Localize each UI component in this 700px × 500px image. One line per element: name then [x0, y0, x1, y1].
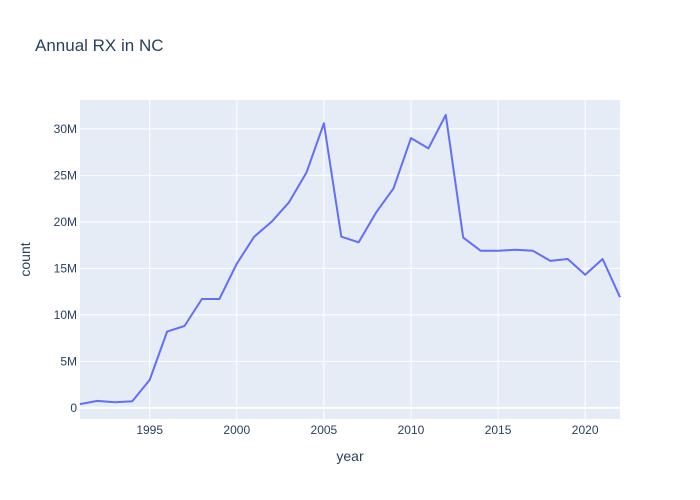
x-tick-label: 1995	[136, 423, 163, 437]
y-tick-labels: 0 5M 10M 15M 20M 25M 30M	[54, 122, 78, 415]
x-axis-title: year	[336, 448, 364, 464]
y-axis-title: count	[17, 242, 33, 276]
x-gridlines	[149, 100, 586, 419]
y-tick-label: 20M	[54, 215, 77, 229]
y-tick-label: 0	[70, 401, 77, 415]
series-group	[79, 113, 621, 406]
y-tick-label: 25M	[54, 168, 77, 182]
x-tick-label: 2000	[223, 423, 250, 437]
x-tick-label: 2005	[311, 423, 338, 437]
y-tick-label: 10M	[54, 308, 77, 322]
y-tick-label: 5M	[60, 354, 77, 368]
x-tick-label: 2020	[572, 423, 599, 437]
y-tick-label: 30M	[54, 122, 77, 136]
x-tick-label: 2010	[398, 423, 425, 437]
series-line	[79, 113, 621, 406]
y-gridlines	[80, 128, 620, 409]
x-tick-labels: 1995 2000 2005 2010 2015 2020	[136, 423, 599, 437]
plot-area	[80, 100, 620, 419]
y-tick-label: 15M	[54, 261, 77, 275]
x-tick-label: 2015	[485, 423, 512, 437]
chart-title: Annual RX in NC	[35, 36, 164, 55]
